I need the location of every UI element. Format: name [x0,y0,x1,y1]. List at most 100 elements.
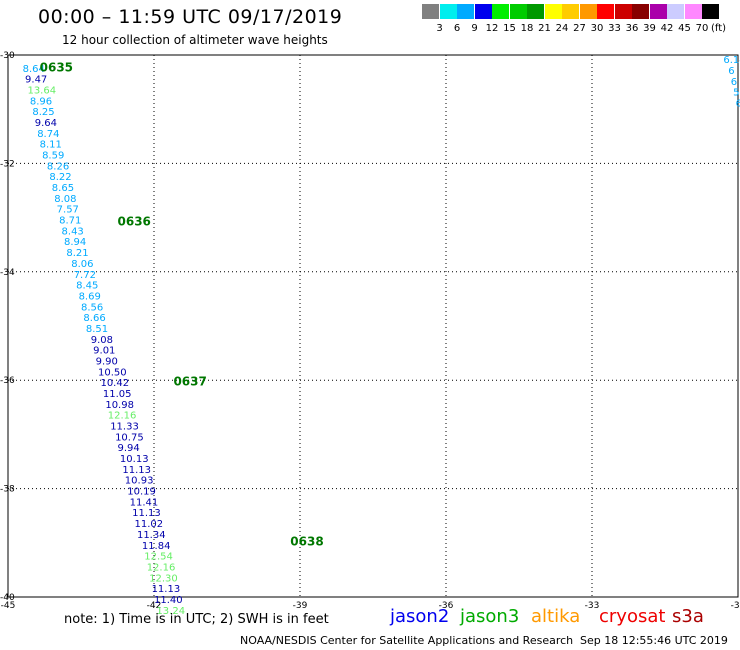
scale-label: 9 [471,23,478,34]
scale-swatch [702,4,719,19]
y-tick-label: -40 [0,593,15,603]
wave-height-label: 9.94 [118,443,140,454]
time-label: 0638 [290,535,323,549]
wave-height-label: 9.01 [93,346,115,357]
y-tick-label: -36 [0,376,15,386]
wave-height-label: 12.16 [108,411,137,422]
scale-swatch [492,4,509,19]
scale-swatch [597,4,614,19]
wave-height-label: 12.54 [144,552,173,563]
wave-height-label: 8.66 [83,313,105,324]
scale-label: 36 [625,23,639,34]
x-tick-label: -45 [1,601,16,611]
scale-swatch [667,4,684,19]
scale-swatch [579,4,597,19]
wave-height-label: 8.21 [66,248,88,259]
wave-height-label: 8.51 [86,324,108,335]
wave-height-label: 9.90 [96,356,118,367]
satellite-name-altika: altika [531,606,581,627]
wave-height-label: 11.02 [135,519,164,530]
scale-label: 27 [573,23,586,34]
x-tick-label: -42 [147,601,162,611]
chart-subtitle: 12 hour collection of altimeter wave hei… [62,33,328,47]
y-tick-label: -30 [0,51,15,61]
wave-height-label: 12.16 [147,562,176,573]
wave-height-label: 10.98 [105,400,134,411]
wave-height-label: 8.74 [37,129,59,140]
wave-height-label: 10.13 [120,454,149,465]
plot-frame [7,54,739,598]
scale-swatch [632,4,649,19]
wave-height-label: 8.26 [47,161,69,172]
wave-height-label: 11.41 [130,497,159,508]
wave-height-label: 6 [736,98,740,109]
wave-height-label: 11.84 [142,541,171,552]
wave-height-label: 11.13 [132,508,161,519]
wave-height-label: 10.42 [100,378,129,389]
wave-height-label: 7.57 [57,205,79,216]
scale-swatch [439,4,457,19]
scale-swatch [457,4,474,19]
scale-label: 24 [555,23,569,34]
scale-label: 42 [660,23,674,34]
wave-height-label: 5 [733,88,739,99]
wave-height-label: 11.05 [103,389,132,400]
wave-height-label: 8.71 [59,216,81,227]
wave-height-label: 11.33 [110,422,139,433]
scale-swatch [509,4,527,19]
wave-height-label: 8.69 [79,291,101,302]
credit-text: NOAA/NESDIS Center for Satellite Applica… [240,634,574,647]
scale-label: 30 [590,23,604,34]
time-label: 0636 [118,215,151,229]
scale-swatch [544,4,562,19]
wave-height-label: 10.93 [125,476,154,487]
scale-label: 21 [538,23,551,34]
wave-height-label: 11.40 [154,595,183,606]
wave-height-label: 13.64 [27,85,56,96]
wave-height-label: 8.56 [81,302,103,313]
wave-height-label: 8.96 [30,96,52,107]
x-tick-label: -39 [293,601,308,611]
scale-swatch [422,4,439,19]
satellite-name-s3a: s3a [672,606,704,627]
scale-swatch [562,4,579,19]
chart-title: 00:00 – 11:59 UTC 09/17/2019 [38,6,343,28]
wave-height-label: 8.64 [23,64,45,75]
wave-height-label: 8.59 [42,151,64,162]
scale-unit: (ft) [711,23,727,34]
wave-height-label: 6 [731,77,737,88]
wave-height-label: 10.19 [127,487,156,498]
satellite-name-cryosat: cryosat [599,606,666,627]
wave-height-label: 8.45 [76,281,98,292]
wave-height-label: 6.14 [723,55,740,66]
scale-swatch [614,4,632,19]
scale-label: 6 [453,23,461,34]
footer-note: note: 1) Time is in UTC; 2) SWH is in fe… [64,612,329,627]
time-label: 0637 [173,375,206,389]
wave-height-label: 6 [728,66,734,77]
satellite-name-jason3: jason3 [460,606,520,627]
x-tick-label: -36 [439,601,454,611]
x-tick-label: -33 [585,601,600,611]
y-tick-label: -34 [0,268,15,278]
wave-height-label: 12.30 [149,573,178,584]
wave-height-label: 8.22 [49,172,71,183]
wave-height-label: 9.08 [91,335,113,346]
wave-height-label: 8.08 [54,194,76,205]
x-tick-label: -30 [731,601,740,611]
y-tick-label: -38 [0,485,15,495]
wave-height-label: 8.06 [71,259,93,270]
scale-label: 12 [485,23,499,34]
wave-height-label: 9.64 [35,118,57,129]
wave-height-label: 8.11 [40,140,62,151]
scale-label: 33 [608,23,621,34]
wave-height-label: 7.72 [74,270,96,281]
satellite-name-jason2: jason2 [390,606,450,627]
wave-height-label: 9.47 [25,75,47,86]
wave-height-label: 8.25 [32,107,54,118]
wave-height-label: 11.13 [152,584,181,595]
scale-swatch [684,4,702,19]
scale-label: 39 [643,23,656,34]
scale-swatch [474,4,492,19]
